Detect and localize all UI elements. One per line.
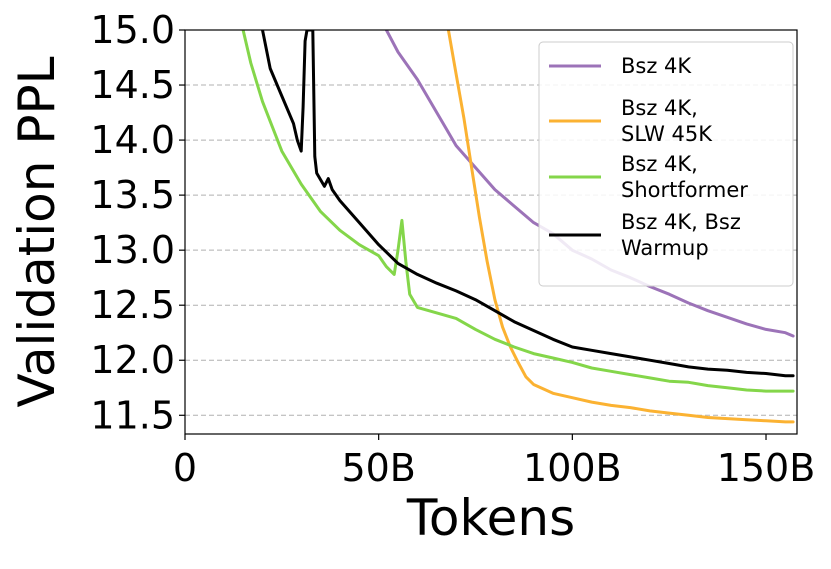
series-line-3 xyxy=(241,30,795,393)
x-tick-label: 100B xyxy=(523,446,622,490)
y-tick-label: 13.5 xyxy=(90,173,175,217)
legend-box xyxy=(538,41,794,287)
grid-lines xyxy=(185,84,797,416)
axis-ticks: 11.5 12.0 12.5 13.0 13.5 14.0 14.5 15.0 0 50B 100B… xyxy=(90,8,815,490)
y-tick-label: 12.0 xyxy=(90,338,175,382)
y-axis-label: Validation PPL xyxy=(8,56,66,407)
legend-label-4: Bsz 4K, Bsz xyxy=(621,210,741,234)
y-tick-label: 15.0 xyxy=(90,8,175,52)
series-line-4 xyxy=(261,30,795,378)
x-axis-label: Tokens xyxy=(406,489,575,547)
x-tick-label: 0 xyxy=(173,446,197,490)
y-tick-label: 14.5 xyxy=(90,63,175,107)
legend-label-1: Bsz 4K xyxy=(621,54,692,78)
x-tick-label: 150B xyxy=(717,446,816,490)
legend-label-3: Shortformer xyxy=(621,178,748,202)
y-tick-label: 14.0 xyxy=(90,118,175,162)
series-line-2 xyxy=(446,30,795,424)
legend-label-3: Bsz 4K, xyxy=(621,152,698,176)
x-tick-label: 50B xyxy=(341,446,415,490)
plot-frame xyxy=(184,29,798,435)
legend-label-2: Bsz 4K, xyxy=(621,96,698,120)
y-tick-label: 12.5 xyxy=(90,283,175,327)
series-lines xyxy=(241,30,795,424)
y-tick-label: 11.5 xyxy=(90,393,175,437)
legend-label-4: Warmup xyxy=(621,236,709,260)
y-tick-label: 13.0 xyxy=(90,228,175,272)
legend-label-2: SLW 45K xyxy=(621,122,713,146)
